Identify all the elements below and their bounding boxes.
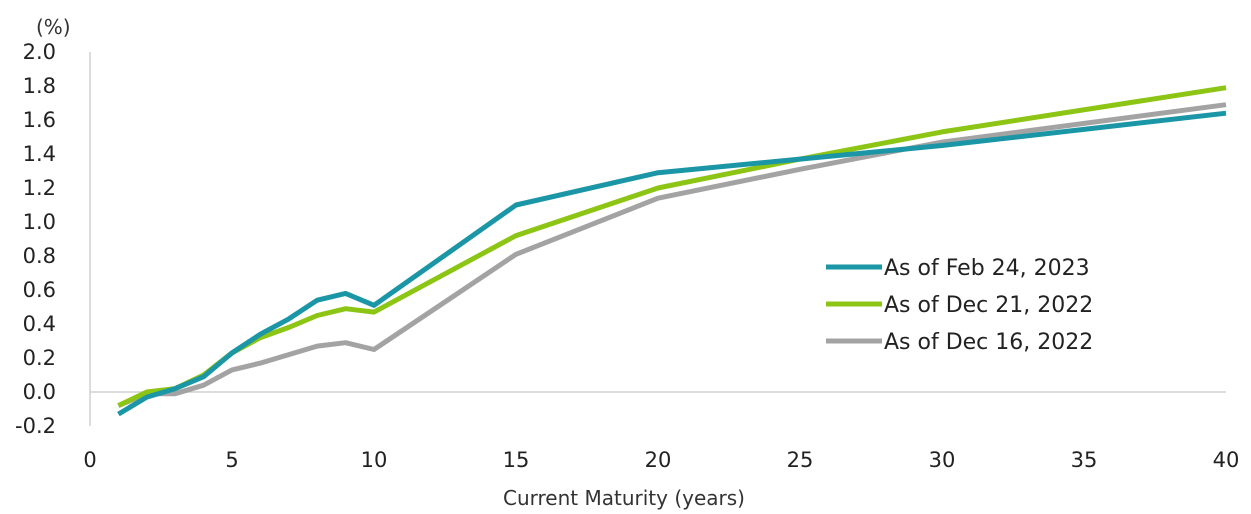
x-axis-ticks: 0 5 10 15 20 25 30 35 40 xyxy=(83,448,1239,472)
x-tick-label: 25 xyxy=(787,448,814,472)
x-tick-label: 35 xyxy=(1071,448,1098,472)
y-tick-label: 1.6 xyxy=(23,108,56,132)
y-tick-label: 1.4 xyxy=(23,142,56,166)
legend-label: As of Dec 21, 2022 xyxy=(884,293,1093,318)
x-tick-label: 10 xyxy=(361,448,388,472)
legend-label: As of Dec 16, 2022 xyxy=(884,330,1093,355)
y-tick-label: 0.6 xyxy=(23,278,56,302)
x-tick-label: 40 xyxy=(1213,448,1240,472)
y-axis-ticks: -0.2 0.0 0.2 0.4 0.6 0.8 1.0 1.2 1.4 1.6 1.8 2.0 xyxy=(15,40,56,438)
y-tick-label: 0.2 xyxy=(23,346,56,370)
y-axis-unit-label: (%) xyxy=(36,15,71,39)
y-tick-label: 2.0 xyxy=(23,40,56,64)
series-lines xyxy=(117,85,1227,417)
x-tick-label: 30 xyxy=(929,448,956,472)
series-line xyxy=(117,110,1227,417)
y-tick-label: 1.8 xyxy=(23,74,56,98)
x-tick-label: 15 xyxy=(503,448,530,472)
x-axis-title: Current Maturity (years) xyxy=(503,486,745,510)
series-line xyxy=(117,102,1227,408)
y-tick-label: 0.4 xyxy=(23,312,56,336)
y-tick-label: 0.0 xyxy=(23,380,56,404)
y-tick-label: -0.2 xyxy=(15,414,56,438)
legend: As of Feb 24, 2023 As of Dec 21, 2022 As o… xyxy=(826,256,1093,355)
y-tick-label: 0.8 xyxy=(23,244,56,268)
y-tick-label: 1.0 xyxy=(23,210,56,234)
x-tick-label: 0 xyxy=(83,448,96,472)
y-tick-label: 1.2 xyxy=(23,176,56,200)
x-tick-label: 5 xyxy=(225,448,238,472)
x-tick-label: 20 xyxy=(645,448,672,472)
legend-label: As of Feb 24, 2023 xyxy=(884,256,1090,281)
